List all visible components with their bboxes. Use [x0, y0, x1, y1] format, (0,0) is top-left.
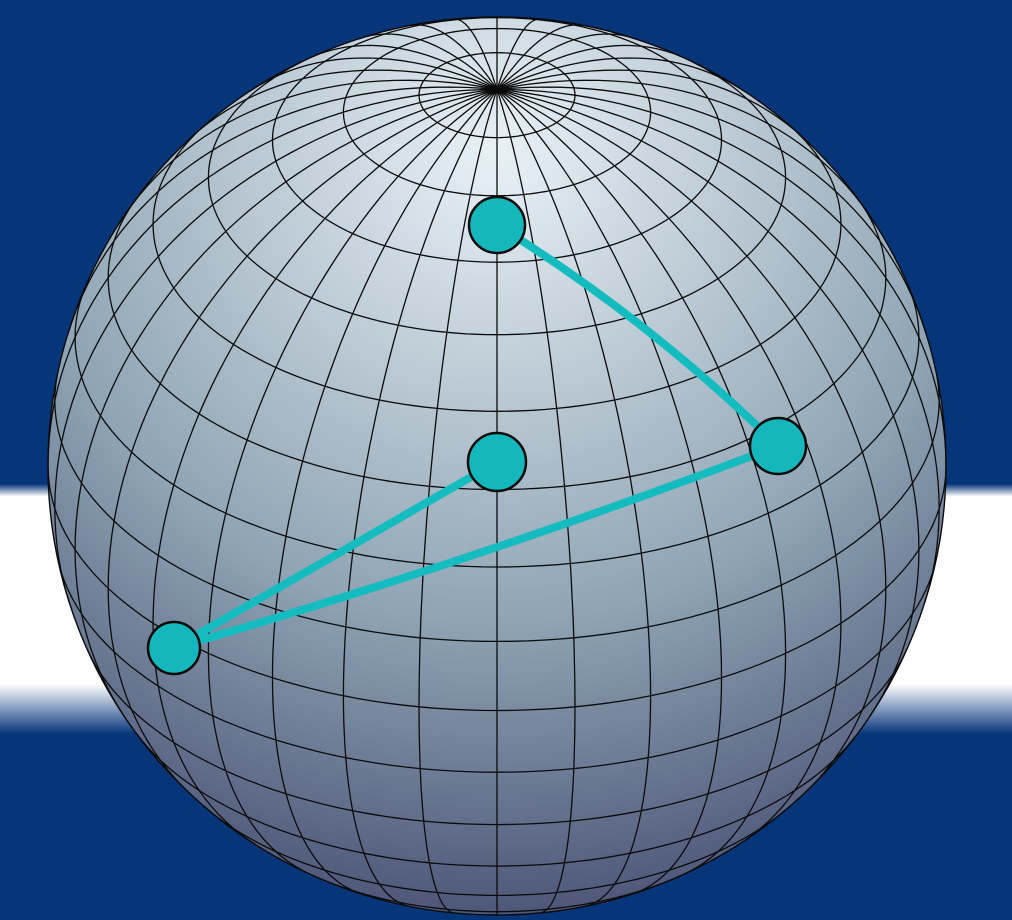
meridian-line	[496, 88, 842, 847]
meridian-line	[496, 33, 636, 90]
meridian-line	[496, 88, 946, 480]
meridian-line	[411, 24, 498, 90]
meridian-line	[496, 88, 887, 795]
meridian-line	[107, 88, 498, 795]
sphere-grid	[48, 17, 946, 915]
triangle-edges	[170, 221, 782, 652]
meridian-line	[54, 88, 498, 611]
parallel-line	[56, 556, 938, 773]
parallel-line	[54, 375, 940, 643]
meridian-line	[496, 24, 583, 90]
meridian-line	[418, 89, 498, 914]
meridian-line	[358, 33, 498, 90]
marker-d[interactable]	[146, 620, 202, 676]
meridian-line	[496, 57, 745, 92]
meridian-line	[496, 18, 541, 90]
meridian-line	[496, 86, 927, 334]
edge-d-c	[170, 458, 501, 652]
markers	[146, 195, 808, 676]
meridian-line	[496, 89, 652, 908]
meridian-line	[496, 88, 920, 717]
meridian-line	[496, 88, 940, 611]
parallel-line	[152, 118, 842, 412]
meridian-line	[181, 69, 498, 147]
sphere-outline	[47, 16, 947, 916]
marker-b[interactable]	[748, 416, 808, 476]
parallel-line	[204, 806, 790, 897]
parallel-line	[135, 733, 859, 867]
marker-a[interactable]	[467, 195, 527, 255]
marker-c[interactable]	[466, 431, 528, 493]
meridian-line	[152, 88, 498, 847]
meridian-line	[74, 88, 498, 717]
parallel-line	[342, 27, 652, 197]
parallel-line	[207, 49, 787, 336]
meridian-line	[453, 18, 498, 90]
meridian-line	[496, 79, 877, 227]
meridian-line	[117, 79, 498, 227]
parallel-line	[87, 650, 907, 826]
parallel-line	[74, 281, 920, 568]
edge-a-b	[493, 221, 782, 450]
meridian-line	[67, 86, 498, 334]
meridian-line	[48, 88, 498, 480]
parallel-line	[418, 52, 576, 139]
edge-b-d	[170, 442, 782, 652]
meridian-line	[342, 89, 498, 908]
meridian-line	[496, 69, 813, 147]
meridian-line	[249, 57, 498, 92]
meridian-line	[496, 89, 576, 914]
parallel-line	[107, 198, 887, 491]
